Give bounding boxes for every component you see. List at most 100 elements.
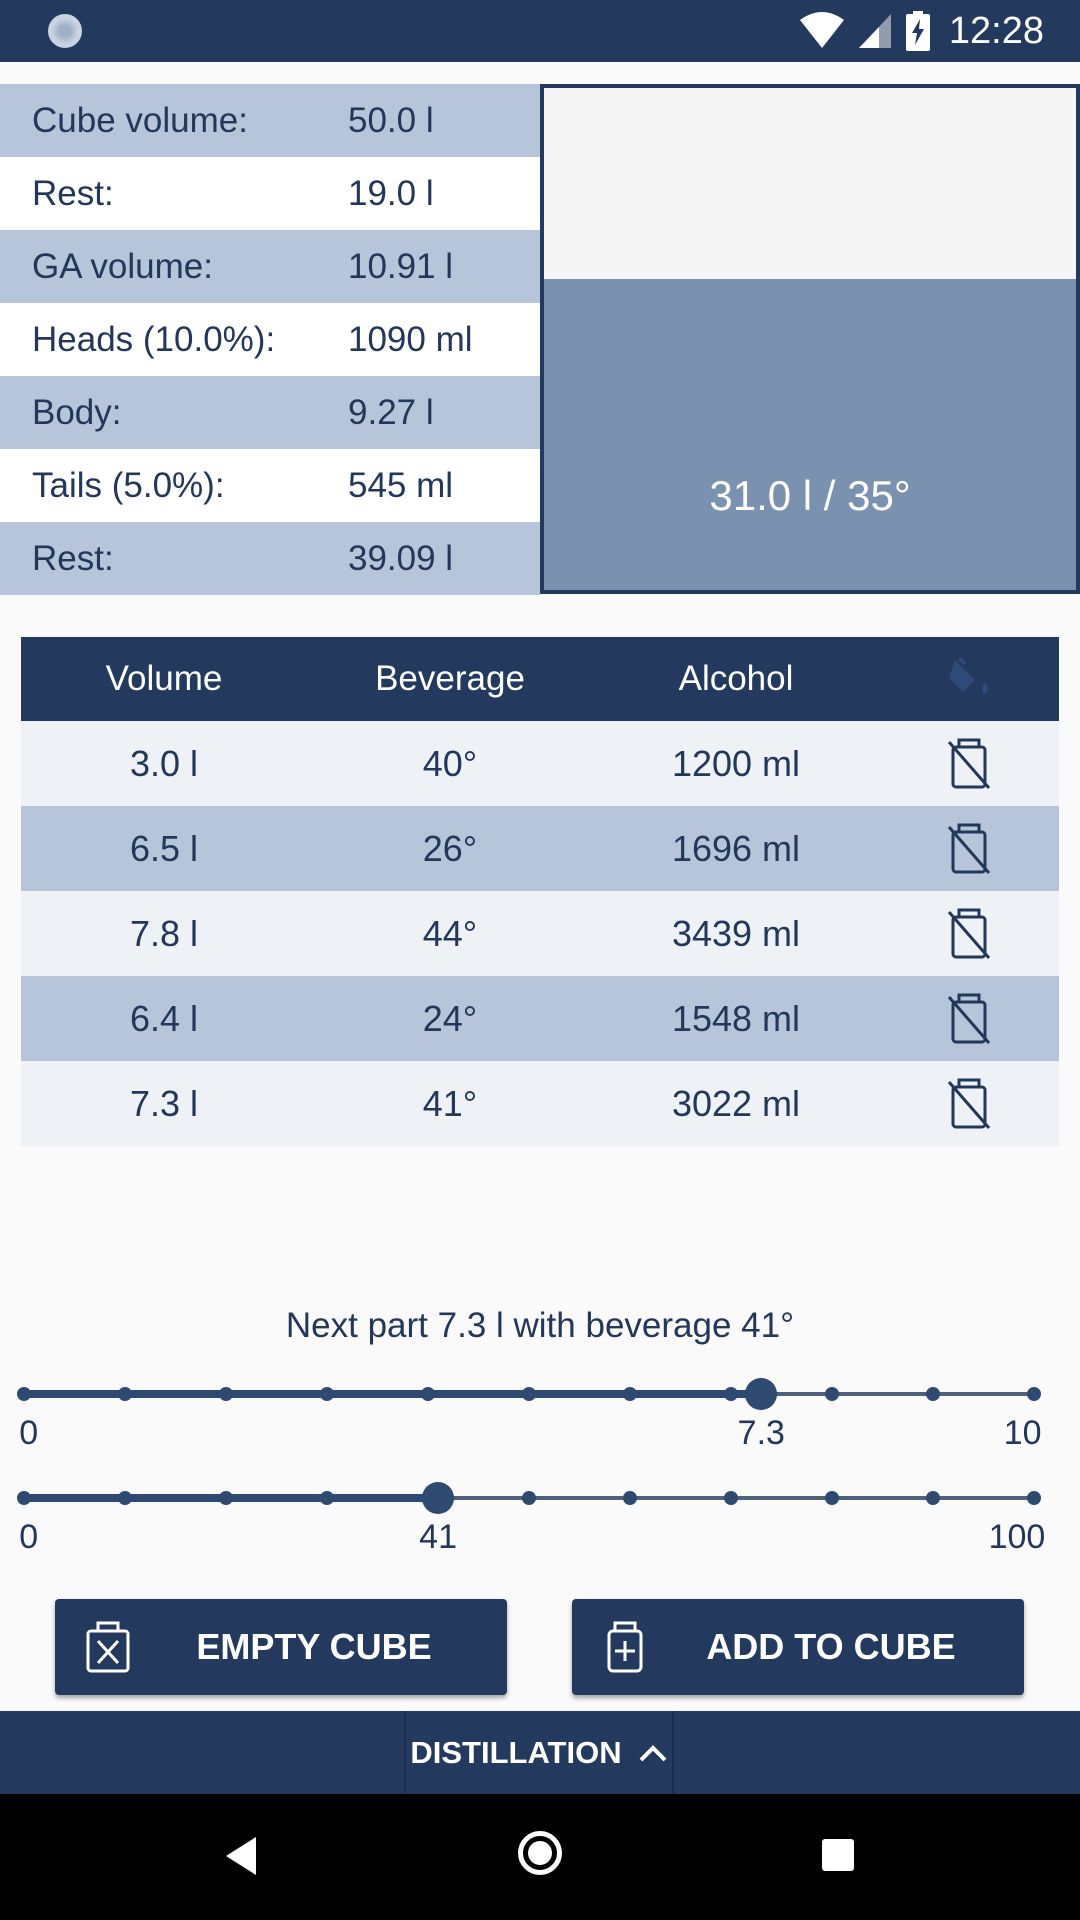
delete-container-icon[interactable] bbox=[879, 993, 1059, 1045]
slider-tick bbox=[1027, 1491, 1041, 1505]
summary-label: Heads (10.0%): bbox=[32, 319, 276, 359]
summary-row: Heads (10.0%): 1090 ml bbox=[0, 303, 540, 376]
slider-tick bbox=[522, 1491, 536, 1505]
slider-tick bbox=[623, 1387, 637, 1401]
summary-row: Rest: 39.09 l bbox=[0, 522, 540, 595]
add-to-cube-button[interactable]: ADD TO CUBE bbox=[572, 1599, 1024, 1695]
cell-volume: 3.0 l bbox=[129, 742, 199, 784]
cell-alcohol: 3439 ml bbox=[671, 912, 801, 954]
beverage-slider[interactable]: 0 41 100 bbox=[17, 1478, 1045, 1556]
sync-icon bbox=[48, 14, 82, 48]
slider-tick bbox=[926, 1387, 940, 1401]
slider-tick bbox=[825, 1387, 839, 1401]
slider-tick bbox=[522, 1387, 536, 1401]
navigation-bar bbox=[0, 1794, 1080, 1920]
slider-tick bbox=[623, 1491, 637, 1505]
wifi-icon bbox=[799, 12, 844, 48]
delete-container-icon[interactable] bbox=[879, 823, 1059, 875]
table-row: 7.8 l 44° 3439 ml bbox=[21, 891, 1059, 976]
summary-list: Cube volume: 50.0 l Rest: 19.0 l GA volu… bbox=[0, 84, 540, 595]
summary-value: 10.91 l bbox=[348, 246, 454, 286]
recents-icon[interactable] bbox=[822, 1839, 854, 1871]
empty-container-icon bbox=[55, 1621, 161, 1673]
summary-row: Rest: 19.0 l bbox=[0, 157, 540, 230]
delete-container-icon[interactable] bbox=[879, 908, 1059, 960]
cell-alcohol: 1200 ml bbox=[671, 742, 801, 784]
delete-container-icon[interactable] bbox=[879, 1078, 1059, 1130]
paint-bucket-icon[interactable] bbox=[879, 656, 1059, 702]
bottom-bar: DISTILLATION bbox=[0, 1711, 1080, 1794]
summary-row: Tails (5.0%): 545 ml bbox=[0, 449, 540, 522]
empty-cube-label: EMPTY CUBE bbox=[196, 1626, 432, 1667]
signal-icon bbox=[858, 14, 891, 48]
slider-tick bbox=[219, 1387, 233, 1401]
parts-table: Volume Beverage Alcohol 3.0 l 40° 1200 m… bbox=[21, 637, 1059, 1146]
slider-tick bbox=[724, 1491, 738, 1505]
cell-volume: 6.5 l bbox=[129, 827, 199, 869]
table-header: Volume Beverage Alcohol bbox=[21, 637, 1059, 721]
slider-tick bbox=[320, 1491, 334, 1505]
summary-row: Cube volume: 50.0 l bbox=[0, 84, 540, 157]
delete-container-icon[interactable] bbox=[879, 738, 1059, 790]
slider-tick bbox=[421, 1387, 435, 1401]
cell-alcohol: 3022 ml bbox=[671, 1082, 801, 1124]
slider-tick bbox=[118, 1491, 132, 1505]
summary-label: Tails (5.0%): bbox=[32, 465, 225, 505]
cell-beverage: 41° bbox=[422, 1082, 478, 1124]
slider-tick bbox=[219, 1491, 233, 1505]
summary-value: 545 ml bbox=[348, 465, 454, 505]
cell-alcohol: 1548 ml bbox=[671, 997, 801, 1039]
slider-tick bbox=[724, 1387, 738, 1401]
header-alcohol: Alcohol bbox=[678, 659, 794, 698]
back-icon[interactable] bbox=[226, 1837, 256, 1875]
distillation-tab-label: DISTILLATION bbox=[410, 1734, 622, 1770]
tank-liquid bbox=[544, 279, 1076, 590]
summary-label: Body: bbox=[32, 392, 122, 432]
slider-active-track bbox=[24, 1390, 762, 1398]
status-bar: 12:28 bbox=[0, 0, 1080, 62]
slider-min-label: 0 bbox=[19, 1518, 39, 1556]
volume-slider[interactable]: 0 7.3 10 bbox=[17, 1374, 1042, 1452]
summary-label: Rest: bbox=[32, 538, 114, 578]
table-row: 7.3 l 41° 3022 ml bbox=[21, 1061, 1059, 1146]
cell-beverage: 24° bbox=[422, 997, 478, 1039]
slider-tick bbox=[17, 1387, 31, 1401]
slider-max-label: 10 bbox=[1003, 1414, 1042, 1452]
slider-tick bbox=[118, 1387, 132, 1401]
cell-volume: 7.8 l bbox=[129, 912, 199, 954]
slider-thumb[interactable] bbox=[422, 1482, 455, 1514]
cube-tank: 31.0 l / 35° bbox=[540, 84, 1080, 594]
summary-value: 50.0 l bbox=[348, 100, 434, 140]
slider-value-label: 41 bbox=[419, 1518, 458, 1556]
summary-row: Body: 9.27 l bbox=[0, 376, 540, 449]
summary-label: Cube volume: bbox=[32, 100, 248, 140]
cell-volume: 6.4 l bbox=[129, 997, 199, 1039]
status-icons: 12:28 bbox=[799, 0, 1080, 62]
summary-label: GA volume: bbox=[32, 246, 213, 286]
summary-value: 1090 ml bbox=[348, 319, 473, 359]
tank-label: 31.0 l / 35° bbox=[709, 472, 911, 519]
slider-thumb[interactable] bbox=[745, 1378, 778, 1410]
summary-row: GA volume: 10.91 l bbox=[0, 230, 540, 303]
slider-min-label: 0 bbox=[19, 1414, 39, 1452]
header-volume: Volume bbox=[105, 659, 223, 698]
table-row: 6.4 l 24° 1548 ml bbox=[21, 976, 1059, 1061]
home-icon[interactable] bbox=[518, 1831, 562, 1875]
chevron-up-icon bbox=[638, 1743, 668, 1763]
slider-value-label: 7.3 bbox=[737, 1414, 785, 1452]
slider-tick bbox=[320, 1387, 334, 1401]
slider-tick bbox=[1027, 1387, 1041, 1401]
cell-beverage: 26° bbox=[422, 827, 478, 869]
add-to-cube-label: ADD TO CUBE bbox=[706, 1626, 956, 1667]
distillation-tab[interactable]: DISTILLATION bbox=[404, 1711, 674, 1794]
cell-beverage: 44° bbox=[422, 912, 478, 954]
next-part-text: Next part 7.3 l with beverage 41° bbox=[285, 1306, 795, 1345]
slider-tick bbox=[825, 1491, 839, 1505]
status-time: 12:28 bbox=[948, 9, 1044, 52]
summary-value: 19.0 l bbox=[348, 173, 434, 213]
header-beverage: Beverage bbox=[375, 659, 525, 698]
slider-tick bbox=[17, 1491, 31, 1505]
summary-value: 9.27 l bbox=[348, 392, 434, 432]
summary-value: 39.09 l bbox=[348, 538, 454, 578]
empty-cube-button[interactable]: EMPTY CUBE bbox=[55, 1599, 507, 1695]
